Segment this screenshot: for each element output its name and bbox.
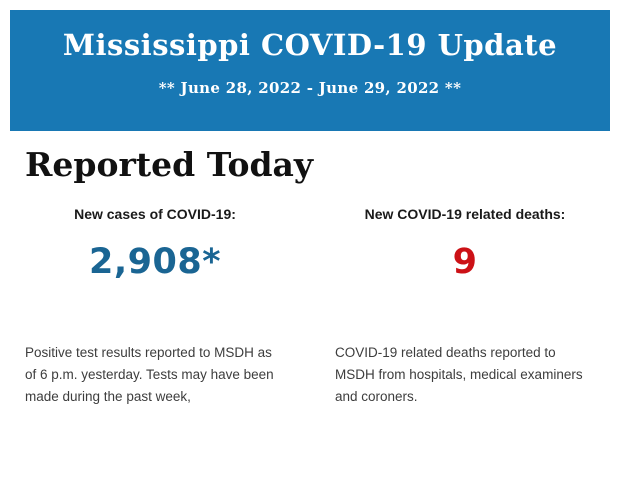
descriptions-row: Positive test results reported to MSDH a… xyxy=(25,342,595,408)
new-cases-value: 2,908* xyxy=(88,242,221,282)
section-heading: Reported Today xyxy=(25,145,314,184)
page-title: Mississippi COVID-19 Update xyxy=(62,28,558,62)
header-banner: Mississippi COVID-19 Update ** June 28, … xyxy=(10,10,610,131)
new-cases-stat: New cases of COVID-19: 2,908* xyxy=(0,206,310,282)
new-cases-label: New cases of COVID-19: xyxy=(74,206,236,222)
new-deaths-label: New COVID-19 related deaths: xyxy=(364,206,566,222)
stats-row: New cases of COVID-19: 2,908* New COVID-… xyxy=(0,206,620,282)
new-deaths-stat: New COVID-19 related deaths: 9 xyxy=(310,206,620,282)
main-content: Reported Today New cases of COVID-19: 2,… xyxy=(0,145,620,408)
new-cases-description: Positive test results reported to MSDH a… xyxy=(25,345,274,404)
date-range: ** June 28, 2022 - June 29, 2022 ** xyxy=(158,79,462,97)
new-deaths-value: 9 xyxy=(452,242,478,282)
new-deaths-description: COVID-19 related deaths reported to MSDH… xyxy=(335,345,583,404)
